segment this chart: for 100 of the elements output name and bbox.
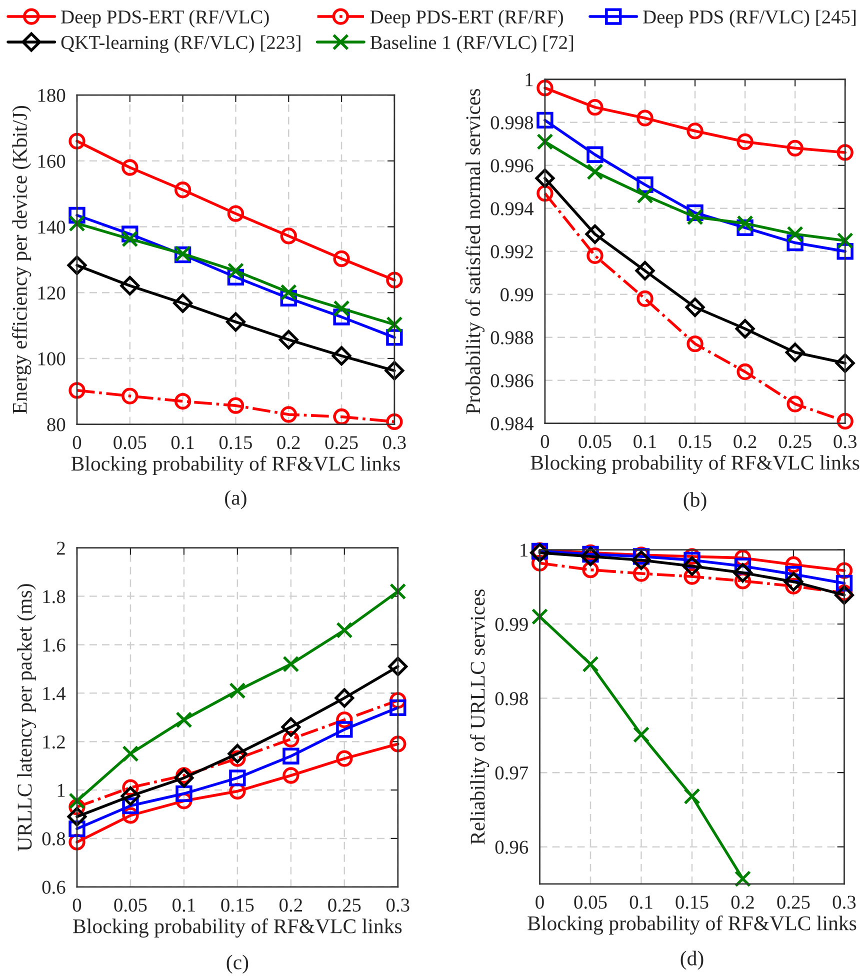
y-tick-label: 1.6	[43, 638, 66, 652]
point	[333, 250, 350, 268]
point	[280, 228, 297, 244]
point	[386, 272, 403, 288]
point	[334, 688, 354, 708]
text: (b)	[684, 492, 706, 512]
x-tick-label: 0.25	[778, 435, 812, 448]
point	[122, 388, 138, 404]
point	[278, 330, 298, 350]
point	[388, 656, 408, 676]
point	[786, 396, 804, 412]
text: (d)	[680, 950, 704, 970]
x-tick-label: 0.15	[221, 898, 254, 912]
point	[733, 563, 752, 583]
point	[120, 276, 140, 296]
x-tick-label: 0.3	[383, 436, 406, 450]
x-tick-label: 0.2	[280, 898, 302, 912]
point	[229, 770, 246, 786]
point	[535, 168, 555, 188]
point	[734, 870, 752, 888]
point	[227, 205, 244, 222]
point	[635, 260, 655, 280]
x-tick-label: 0.2	[277, 436, 300, 450]
x-tick-label: 0.1	[171, 436, 194, 450]
point	[67, 256, 87, 276]
y-axis-title: URLLC latency per packet (ms)	[17, 584, 36, 852]
x-tick-label: 0.2	[731, 896, 754, 909]
x-tick-label: 0.3	[386, 898, 410, 912]
y-tick-label: 1.4	[43, 687, 66, 700]
x-tick-label: 0.1	[634, 435, 656, 448]
point	[586, 98, 604, 116]
point	[786, 140, 804, 157]
point	[68, 382, 86, 399]
point	[176, 785, 192, 802]
point	[686, 335, 704, 352]
point	[67, 806, 87, 826]
point	[281, 717, 301, 737]
point	[390, 699, 406, 716]
point	[120, 786, 140, 806]
point	[536, 112, 554, 129]
x-axis-title: Blocking probability of RF&VLC links	[530, 454, 860, 474]
point	[735, 319, 755, 339]
y-tick-label: 0.6	[42, 880, 66, 894]
point	[384, 360, 404, 380]
y-tick-label: 1	[520, 544, 528, 557]
point	[686, 122, 704, 140]
point	[333, 408, 350, 426]
point	[531, 608, 548, 625]
x-tick-label: 0.25	[328, 898, 361, 912]
text: (a)	[225, 490, 246, 510]
y-tick-label: 0.8	[42, 832, 66, 846]
x-tick-label: 0.05	[574, 896, 607, 909]
point	[122, 159, 138, 176]
point	[736, 133, 754, 150]
y-tick-label: 1.8	[43, 590, 66, 604]
point	[632, 550, 651, 570]
point	[176, 711, 192, 728]
x-tick-label: 0.05	[114, 436, 146, 450]
point	[122, 230, 138, 248]
y-tick-label: 0.986	[490, 374, 534, 388]
y-tick-label: 0.984	[490, 417, 534, 430]
point	[686, 208, 704, 226]
point	[785, 342, 805, 362]
x-tick-label: 0.15	[678, 435, 712, 448]
y-tick-label: 180	[38, 88, 66, 102]
x-tick-label: 0.05	[578, 435, 612, 448]
y-tick-label: 0.994	[490, 202, 534, 216]
point	[336, 622, 353, 639]
y-tick-label: 0.996	[490, 159, 534, 172]
point	[174, 392, 192, 410]
point	[122, 745, 139, 762]
x-tick-label: 0.1	[630, 896, 652, 909]
point	[636, 187, 654, 204]
point	[736, 363, 754, 380]
point	[68, 215, 86, 232]
point	[585, 224, 605, 244]
point	[536, 133, 554, 150]
point	[336, 721, 353, 738]
point	[229, 682, 246, 700]
y-tick-label: 0.99	[495, 618, 528, 632]
point	[280, 406, 297, 423]
y-axis-title: Reliability of URLLC services	[470, 589, 490, 844]
x-tick-label: 0	[72, 436, 82, 450]
point	[586, 163, 604, 180]
point	[582, 656, 599, 672]
point	[336, 750, 353, 767]
y-tick-label: 0.97	[495, 766, 528, 780]
x-tick-label: 0.2	[734, 435, 756, 448]
x-tick-label: 0.25	[325, 436, 358, 450]
point	[835, 353, 855, 373]
point	[834, 585, 854, 605]
x-tick-label: 0.25	[777, 896, 810, 909]
legend-label: Deep PDS-ERT (RF/RF)	[370, 10, 563, 28]
y-tick-label: 0.988	[490, 331, 534, 344]
x-tick-label: 0.3	[832, 896, 856, 909]
point	[333, 300, 350, 317]
y-tick-label: 0.992	[490, 245, 533, 258]
point	[632, 726, 650, 744]
text: (c)	[226, 954, 248, 974]
point	[836, 232, 854, 249]
